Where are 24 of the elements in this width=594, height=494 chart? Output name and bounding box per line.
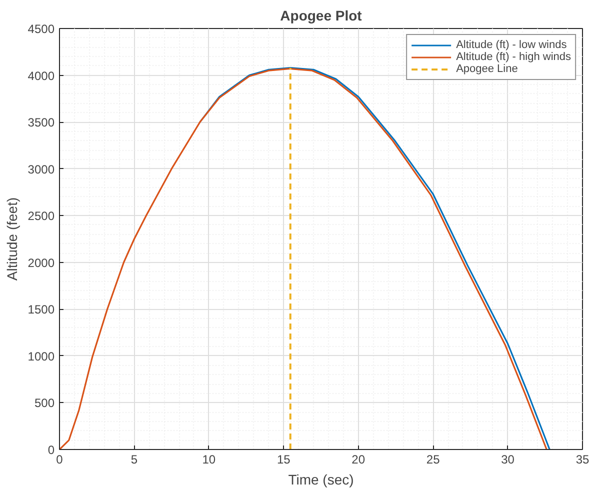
legend-label: Altitude (ft) - low winds (456, 39, 567, 51)
x-tick-label: 30 (501, 452, 515, 466)
legend-label: Apogee Line (456, 63, 518, 75)
y-tick-label: 500 (34, 396, 55, 410)
y-tick-label: 1500 (28, 302, 55, 317)
chart-title: Apogee Plot (280, 8, 362, 24)
x-tick-label: 35 (576, 452, 590, 466)
y-axis-title: Altitude (feet) (4, 197, 20, 281)
y-tick-label: 4500 (28, 22, 55, 36)
x-tick-label: 5 (130, 452, 138, 466)
y-tick-label: 4000 (28, 68, 55, 83)
y-tick-label: 2000 (28, 256, 55, 270)
y-tick-label: 1000 (28, 349, 55, 364)
y-tick-label: 3500 (28, 116, 55, 130)
y-tick-label: 2500 (28, 209, 55, 224)
x-axis-title: Time (sec) (288, 472, 354, 488)
x-tick-label: 10 (202, 452, 216, 466)
x-tick-label: 15 (276, 452, 291, 466)
x-tick-label: 25 (426, 452, 440, 466)
x-tick-label: 20 (352, 452, 366, 466)
y-tick-label: 3000 (28, 162, 55, 176)
x-tick-label: 0 (56, 452, 64, 466)
y-tick-label: 0 (48, 443, 55, 457)
legend-label: Altitude (ft) - high winds (456, 51, 571, 63)
